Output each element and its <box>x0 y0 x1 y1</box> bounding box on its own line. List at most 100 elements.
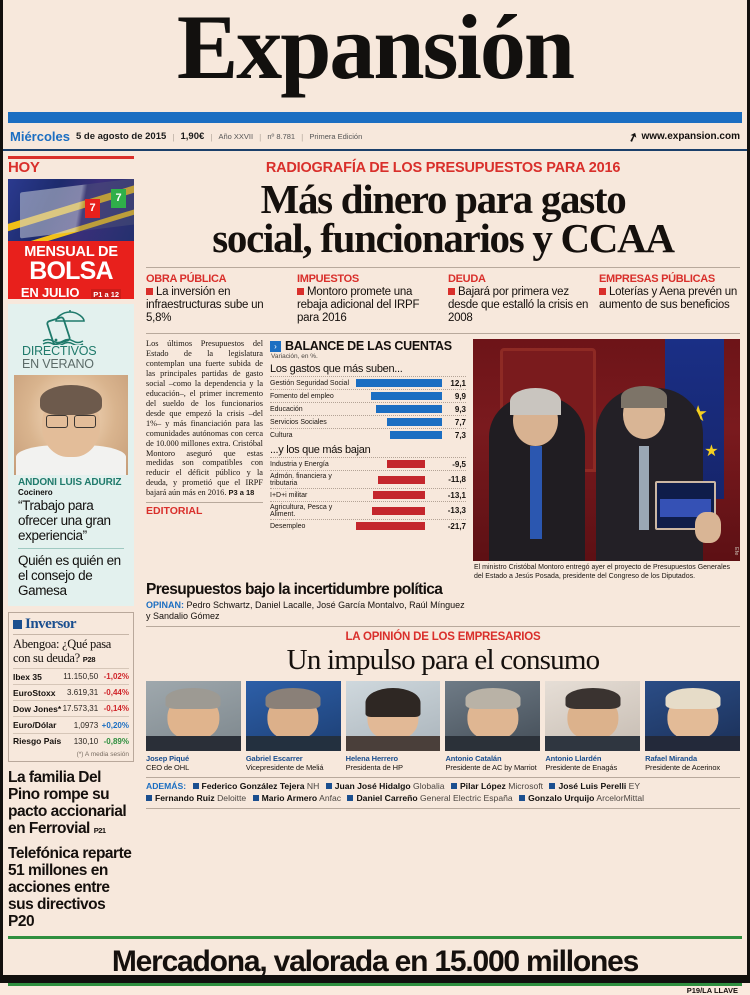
ticker-change: -1,02% <box>101 667 129 685</box>
avatar-hair <box>665 687 721 709</box>
ademas-name[interactable]: Pilar López <box>459 781 506 792</box>
bullet-square-icon <box>448 287 455 295</box>
chart-section-label-down: ...y los que más bajan <box>270 444 371 457</box>
masthead: Expansión <box>0 0 750 112</box>
ademas-company: Microsoft <box>508 781 544 792</box>
dateline-edition: Primera Edición <box>309 132 363 141</box>
headline-line-1: Más dinero para gasto <box>260 176 627 222</box>
empresarios-kicker: LA OPINIÓN DE LOS EMPRESARIOS <box>345 631 541 644</box>
tie-blue <box>530 445 543 539</box>
ademas-square-icon <box>252 795 259 801</box>
left-news-telefonica[interactable]: Telefónica reparte 51 millones en accion… <box>8 845 134 930</box>
list-item[interactable]: Antonio Llardén Presidente de Enagás <box>545 681 641 772</box>
chart-bar-row: I+D+i militar -13,1 <box>270 488 466 501</box>
avatar <box>645 681 740 752</box>
lede-paragraph: Los últimos Presupuestos del Estado de l… <box>146 339 263 498</box>
ademas-name[interactable]: Gonzalo Urquijo <box>528 793 595 803</box>
ademas-name[interactable]: Fernando Ruiz <box>155 793 215 803</box>
website-label: www.expansion.com <box>641 131 740 142</box>
bullet-column-deuda[interactable]: DEUDA Bajará por primera vez desde que e… <box>448 273 589 325</box>
left-news-2-page: P20 <box>8 913 35 931</box>
photo-column: ★ ★ Efe El m <box>473 339 740 582</box>
list-item[interactable]: Helena Herrero Presidenta de HP <box>345 681 441 772</box>
bullet-text: Loterías y Aena prevén un aumento de sus… <box>599 285 740 312</box>
bullets-rule <box>146 333 740 335</box>
chart-bar-row: Fomento del empleo 9,9 <box>270 389 466 402</box>
inversor-lead[interactable]: Abengoa: ¿Qué pasa con su deuda? P28 <box>13 635 129 668</box>
bar-fill <box>372 506 425 515</box>
ademas-square-icon <box>146 795 152 801</box>
ademas-company: EY <box>628 781 641 792</box>
editorial-text: Presupuestos bajo la incertidumbre polít… <box>146 581 466 622</box>
ademas-square-icon <box>325 783 332 790</box>
ticker-name: Riesgo País <box>13 732 62 749</box>
hair-posada <box>510 387 562 415</box>
ticker-name: Euro/Dólar <box>13 716 62 734</box>
bullet-column-empresas-publicas[interactable]: EMPRESAS PÚBLICAS Loterías y Aena prevén… <box>599 273 740 325</box>
directivos-en-verano-block[interactable]: DIRECTIVOS EN VERANO ANDONI LUIS ADURIZ … <box>8 303 134 607</box>
inversor-header: Inversor <box>13 616 129 636</box>
headline-line-2: social, funcionarios y CCAA <box>212 215 675 262</box>
empresario-role: Vicepresidente de Meliá <box>245 763 324 773</box>
opinan-label: OPINAN: <box>146 599 184 610</box>
left-news-ferrovial[interactable]: La familia Del Pino rompe su pacto accio… <box>8 769 134 837</box>
empresario-role: Presidente de AC by Marriot <box>445 763 537 773</box>
list-item[interactable]: Gabriel Escarrer Vicepresidente de Meliá <box>245 681 341 773</box>
ademas-square-icon <box>519 795 526 801</box>
ademas-name[interactable]: José Luis Perelli <box>558 781 627 792</box>
promo-line1: MENSUAL DE <box>24 243 118 260</box>
page-edge-left <box>0 0 3 983</box>
empresario-role: CEO de OHL <box>146 763 190 773</box>
editorial-block[interactable]: Presupuestos bajo la incertidumbre polít… <box>144 581 742 622</box>
editorial-rule <box>146 502 263 504</box>
market-ticker-table: Ibex 35 11.150,50 -1,02% EuroStoxx 3.619… <box>13 667 129 749</box>
page-edge-right <box>747 0 750 983</box>
website-link[interactable]: ➚ www.expansion.com <box>626 128 740 145</box>
bar-value: -13,3 <box>447 506 466 516</box>
bar-value: -11,8 <box>448 475 466 485</box>
bar-label: Cultura <box>270 431 293 439</box>
bar-fill <box>371 392 442 401</box>
promo-mensual-bolsa[interactable]: 7 7 MENSUAL DE BOLSA EN JULIO P1 a 12 <box>8 178 134 299</box>
directivos-line1: DIRECTIVOS <box>22 343 97 358</box>
bar-track <box>356 491 442 500</box>
bar-track <box>356 379 442 388</box>
bar-track <box>356 460 442 469</box>
ademas-name[interactable]: Juan José Hidalgo <box>334 781 411 792</box>
bar-label: Educación <box>270 405 303 413</box>
empresario-name: Helena Herrero <box>345 754 399 764</box>
ademas-name[interactable]: Federico González Tejera <box>201 781 305 792</box>
promo-image: 7 7 <box>8 178 134 241</box>
inversor-box: Inversor Abengoa: ¿Qué pasa con su deuda… <box>8 612 134 762</box>
list-item[interactable]: Antonio Catalán Presidente de AC by Marr… <box>445 681 541 773</box>
list-item[interactable]: Rafael Miranda Presidente de Acerinox <box>645 681 740 772</box>
banner-page: P19/LA LLAVE <box>686 986 738 995</box>
opinan-names: Pedro Schwartz, Daniel Lacalle, José Gar… <box>146 599 465 621</box>
ticker-value: 17.573,31 <box>61 700 102 717</box>
bullet-column-impuestos[interactable]: IMPUESTOS Montoro promete una rebaja adi… <box>297 273 438 325</box>
list-item[interactable]: Josep Piqué CEO de OHL <box>146 681 241 772</box>
bar-fill <box>386 418 442 427</box>
bullet-square-icon <box>599 287 606 295</box>
bar-value: 7,7 <box>454 417 466 427</box>
ticker-body: Ibex 35 11.150,50 -1,02% EuroStoxx 3.619… <box>13 667 129 749</box>
avatar-hair <box>465 687 521 709</box>
ticker-change: -0,14% <box>101 700 129 717</box>
directivos-line2: EN VERANO <box>22 357 94 372</box>
chart-section-label-up: Los gastos que más suben... <box>270 363 403 376</box>
gamesa-teaser[interactable]: Quién es quién en el consejo de Gamesa <box>18 553 121 599</box>
ademas-name[interactable]: Mario Armero <box>261 793 318 803</box>
photo-credit: Efe <box>733 546 739 556</box>
beach-umbrella-phone-icon <box>14 309 128 345</box>
star-icon: ★ <box>704 443 719 461</box>
bullet-column-obra-publica[interactable]: OBRA PÚBLICA La inversión en infraestruc… <box>146 273 287 325</box>
lede-text: Los últimos Presupuestos del Estado de l… <box>146 339 263 498</box>
bullet-body: Montoro promete una rebaja adicional del… <box>297 285 420 324</box>
ademas-name[interactable]: Daniel Carreño <box>356 793 418 803</box>
arrow-icon: ➚ <box>626 128 641 145</box>
bullet-head: DEUDA <box>448 272 486 285</box>
empresario-name: Josep Piqué <box>146 754 190 764</box>
avatar <box>445 681 541 752</box>
chart-title: BALANCE DE LAS CUENTAS <box>285 339 452 354</box>
